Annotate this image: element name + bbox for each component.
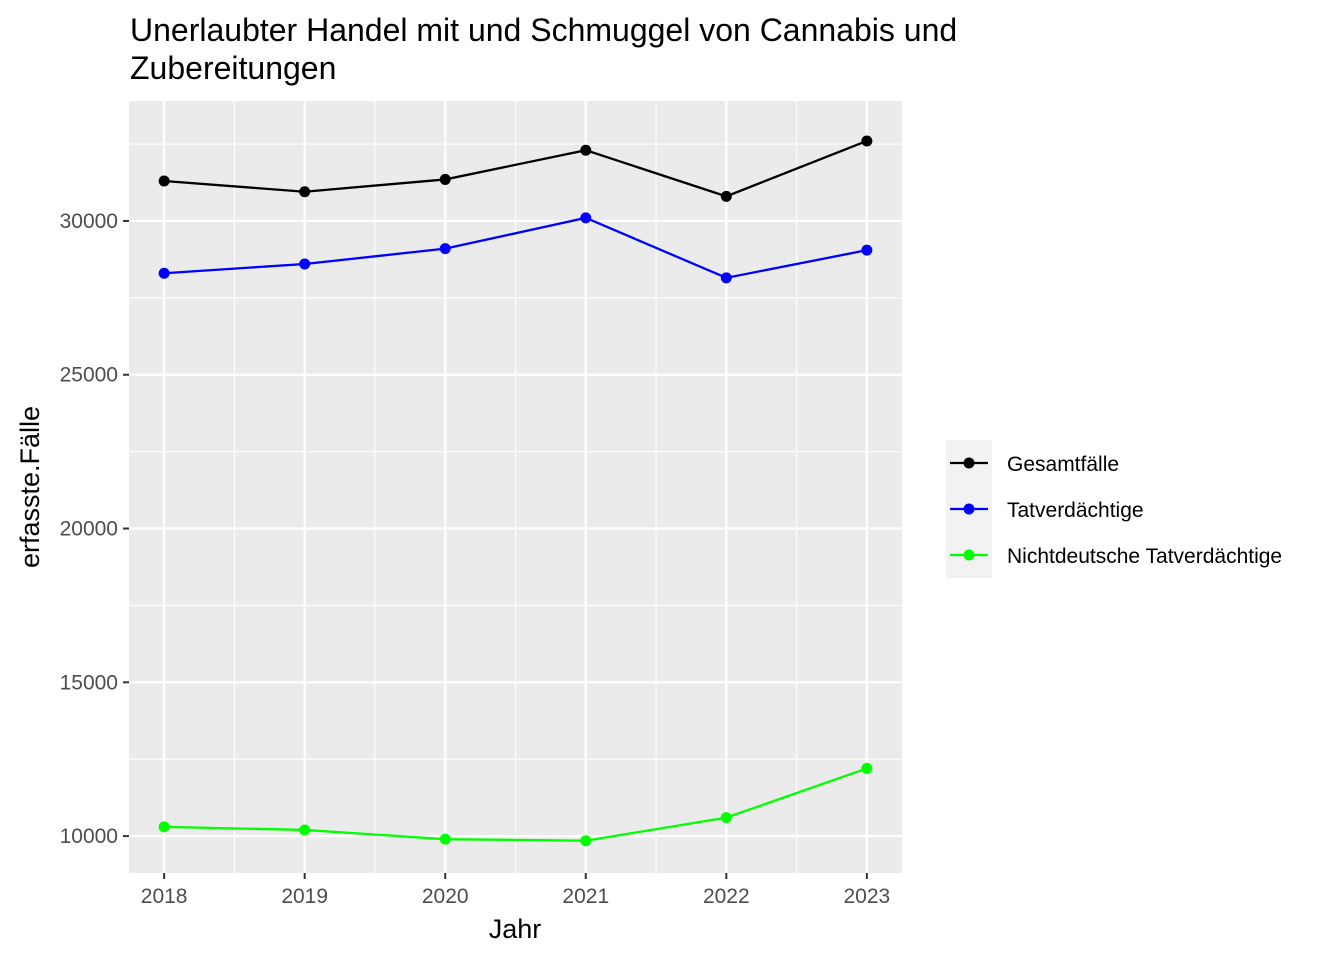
legend-key-point [963,549,975,561]
y-axis: 10000 15000 20000 25000 30000 [60,210,129,848]
x-tick-label: 2018 [141,885,188,908]
legend-label: Tatverdächtige [1007,499,1144,522]
series-line-2 [164,216,868,280]
data-point [720,190,732,202]
x-tick-label: 2020 [422,885,469,908]
data-point [580,144,592,156]
data-point [158,267,170,279]
x-tick-label: 2019 [281,885,328,908]
series-line-3 [164,767,868,842]
x-axis-title: Jahr [489,914,542,944]
data-point [580,835,592,847]
y-tick-label: 10000 [60,825,118,848]
y-tick-label: 15000 [60,671,118,694]
data-point [158,821,170,833]
x-tick-label: 2023 [844,885,891,908]
data-point [299,258,311,270]
x-tick-label: 2022 [703,885,750,908]
x-axis: 2018 2019 2020 2021 2022 2023 [141,873,890,908]
data-point [720,272,732,284]
series-layer [158,135,873,847]
chart-title-line-2: Zubereitungen [130,50,336,86]
data-point [861,135,873,147]
y-tick-label: 30000 [60,210,118,233]
series-line-1 [164,139,868,198]
data-point [439,173,451,185]
legend-label: Nichtdeutsche Tatverdächtige [1007,545,1282,568]
data-point [158,175,170,187]
data-point [861,762,873,774]
data-point [720,812,732,824]
y-tick-label: 20000 [60,518,118,541]
y-tick-label: 25000 [60,364,118,387]
chart-title-line-1: Unerlaubter Handel mit und Schmuggel von… [130,12,957,48]
data-point [580,212,592,224]
x-tick-label: 2021 [562,885,609,908]
data-point [299,186,311,198]
legend: Gesamtfälle Tatverdächtige Nichtdeutsche T… [946,440,1282,578]
data-point [439,833,451,845]
legend-key-point [963,503,975,515]
data-point [439,243,451,255]
grid-major [129,101,902,873]
y-axis-title: erfasste.Fälle [15,406,45,568]
legend-label: Gesamtfälle [1007,453,1119,476]
data-point [299,824,311,836]
data-point [861,244,873,256]
legend-key-point [963,457,975,469]
grid-minor [129,101,902,873]
